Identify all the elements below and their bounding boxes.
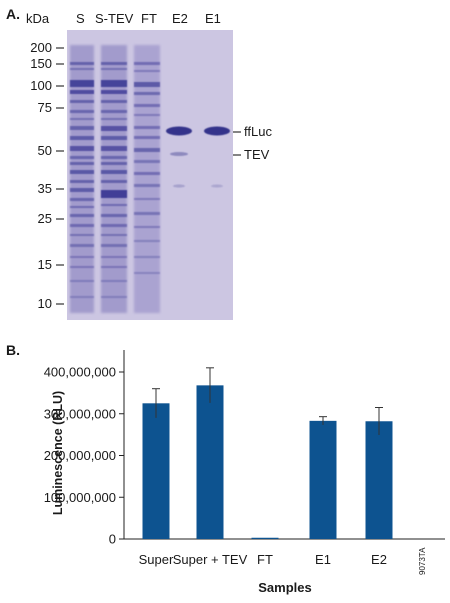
lane-ft-bands [134, 62, 160, 274]
marker-label-100: 100 [30, 78, 52, 93]
marker-label-200: 200 [30, 40, 52, 55]
lane-e1-bands [204, 126, 230, 188]
y-tick-label: 100,000,000 [44, 490, 116, 505]
x-axis-title: Samples [258, 580, 312, 595]
lane-label-e1: E1 [205, 11, 221, 26]
x-tick-label: E2 [371, 552, 387, 567]
bar [365, 421, 393, 539]
x-tick-label: FT [257, 552, 273, 567]
y-tick-label: 200,000,000 [44, 448, 116, 463]
x-tick-label: Super [139, 552, 174, 567]
y-tick-label: 0 [109, 532, 116, 547]
kda-unit-label: kDa [26, 11, 50, 26]
bar [196, 385, 224, 539]
x-tick-label: Super + TEV [173, 552, 248, 567]
y-tick-label: 300,000,000 [44, 406, 116, 421]
band-label-ffluc: ffLuc [244, 124, 272, 139]
lane-label-s: S [76, 11, 85, 26]
lane-label-e2: E2 [172, 11, 188, 26]
lane-s-tev-bands [101, 62, 127, 298]
band-label-tev: TEV [244, 147, 270, 162]
marker-label-50: 50 [37, 143, 52, 158]
marker-label-35: 35 [37, 181, 52, 196]
panel-b-label: B. [6, 342, 20, 358]
marker-label-15: 15 [37, 257, 52, 272]
y-tick-label: 400,000,000 [44, 365, 116, 380]
marker-label-150: 150 [30, 56, 52, 71]
panel-a-label: A. [6, 6, 20, 22]
gel-image [56, 30, 241, 320]
lane-s-bands [70, 62, 94, 298]
marker-label-10: 10 [37, 296, 52, 311]
marker-label-75: 75 [37, 100, 52, 115]
bar-chart: 0 100,000,000 200,000,000 300,000,000 400,00… [44, 350, 445, 567]
marker-label-25: 25 [37, 211, 52, 226]
lane-label-s-tev: S-TEV [95, 11, 134, 26]
bar [309, 420, 337, 539]
marker-ticks [56, 47, 64, 305]
bar [142, 403, 170, 539]
lane-e2-bands [166, 126, 192, 188]
x-tick-label: E1 [315, 552, 331, 567]
lane-label-ft: FT [141, 11, 157, 26]
bar [251, 537, 279, 539]
